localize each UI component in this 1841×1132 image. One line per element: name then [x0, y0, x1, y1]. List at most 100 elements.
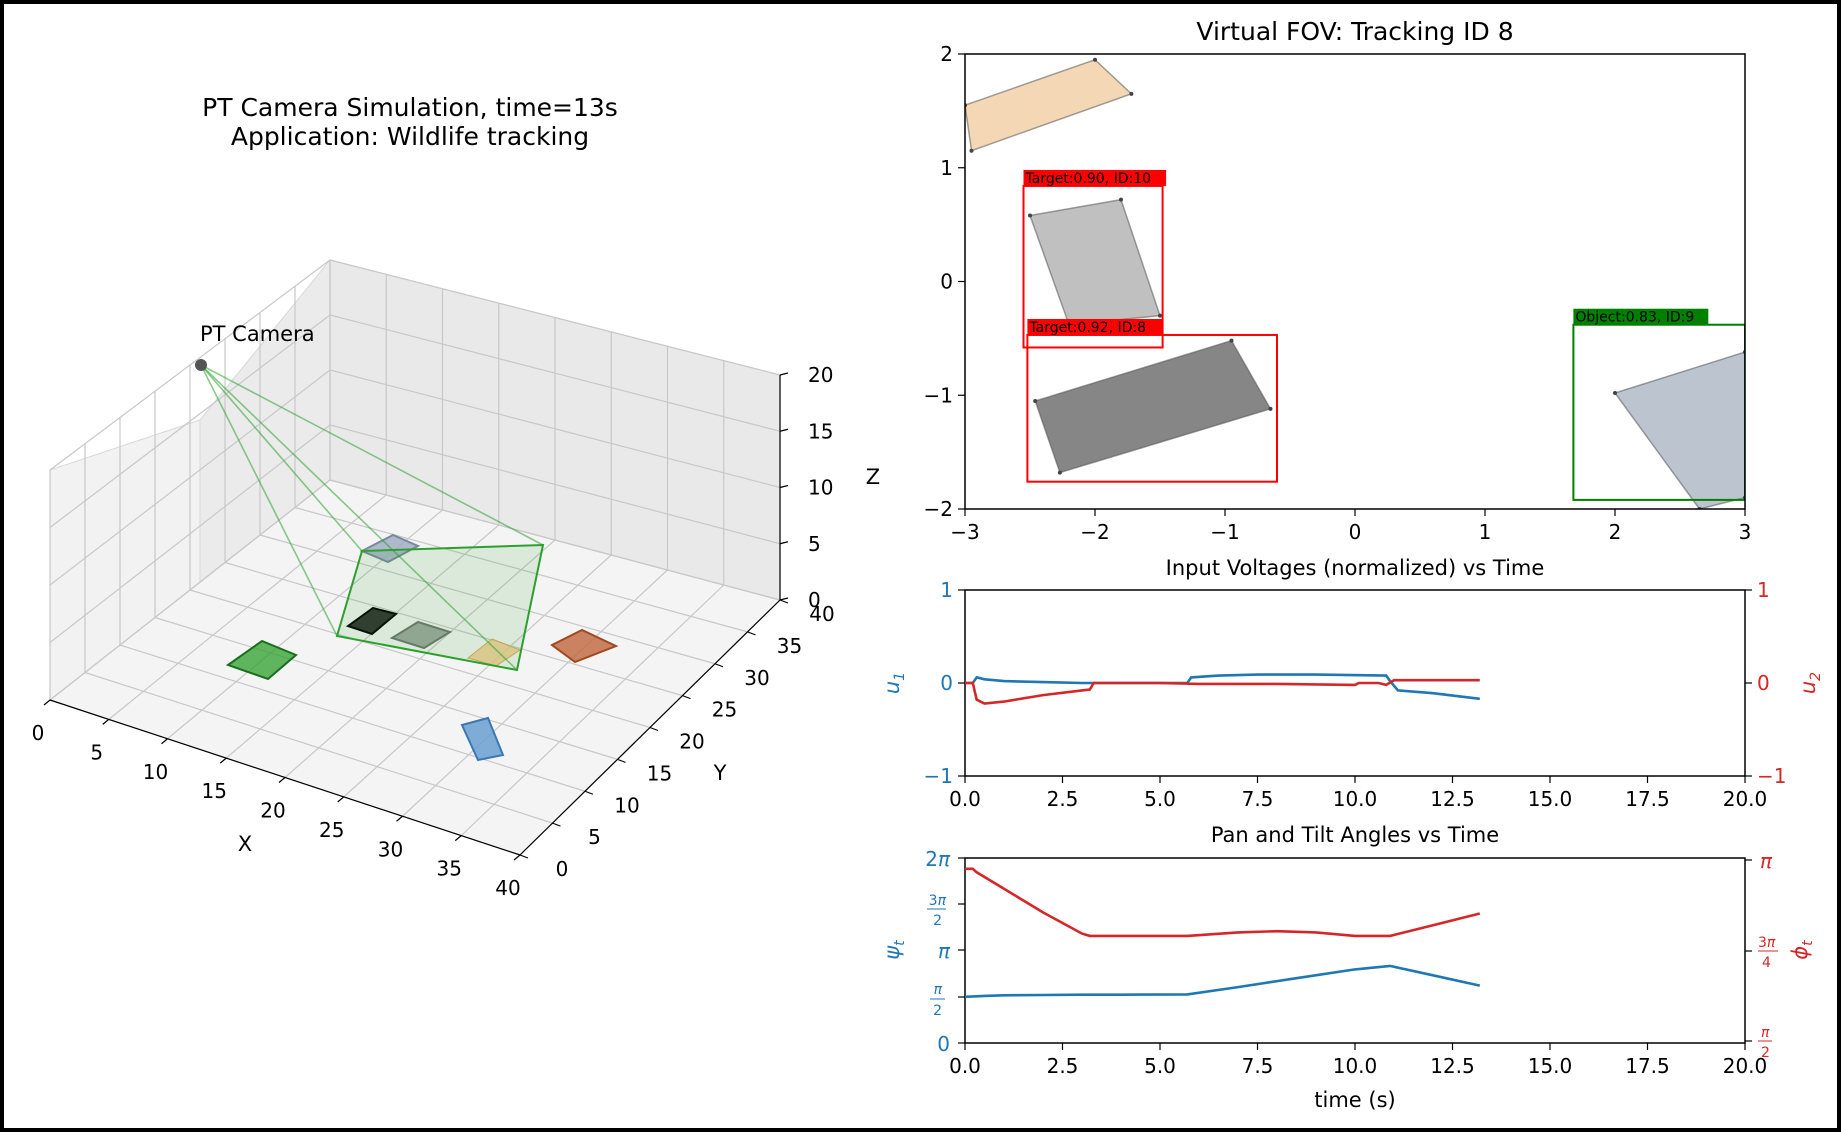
- angle-right-ticks: π 3π 4 π 2: [1745, 849, 1778, 1061]
- y-tick-label: 5: [588, 825, 601, 849]
- x-axis-label: X: [238, 832, 252, 856]
- ground-object-gray: [389, 620, 453, 650]
- y-tick-mark: [649, 726, 659, 732]
- fov-object: [1034, 339, 1272, 474]
- angle-left-tick-pi: π: [938, 939, 951, 963]
- z-tick-mark: [779, 597, 789, 601]
- grid-wall-z-line: [49, 259, 331, 471]
- voltage-left-tick-label: 1: [940, 578, 953, 602]
- grid-floor-y-line: [154, 616, 618, 760]
- y-tick-label: 40: [809, 602, 834, 626]
- time-x-tick-label: 17.5: [1625, 1054, 1670, 1078]
- fov-y-tick-label: −1: [924, 383, 953, 407]
- fov-object-vertex: [1158, 313, 1162, 318]
- time-x-tick-label: 0.0: [949, 787, 981, 811]
- time-x-tick-label: 5.0: [1144, 787, 1176, 811]
- fov-object-vertex: [1268, 406, 1273, 411]
- grid-back-z-line: [329, 424, 781, 545]
- x-tick-label: 25: [319, 818, 344, 842]
- series-line-left: [964, 964, 1481, 999]
- z-axis-label: Z: [866, 465, 880, 489]
- x-tick-mark: [454, 835, 462, 842]
- x-tick-mark: [43, 699, 51, 706]
- grid-back-z-line: [329, 369, 781, 489]
- fov-object: [1613, 351, 1745, 509]
- voltage-y-ticks: −1 0 1 −1 0 1: [924, 578, 1787, 788]
- grid-floor-y-line: [119, 644, 586, 792]
- fov-object-vertex: [1093, 57, 1097, 62]
- x-tick-mark: [102, 718, 110, 725]
- angle-title: Pan and Tilt Angles vs Time: [1211, 823, 1499, 847]
- angle-phi-label: ϕt: [1788, 940, 1816, 960]
- x-tick-label: 20: [260, 799, 285, 823]
- time-x-tick-label: 20.0: [1723, 787, 1768, 811]
- voltage-lines: [965, 673, 1480, 705]
- fov-bbox-label-bg: [1023, 169, 1167, 186]
- y-tick-mark: [682, 695, 691, 700]
- fov-x-tick-label: 2: [1609, 520, 1622, 544]
- angle-left-tick-2pi: 2π: [925, 847, 951, 871]
- fov-plot-area: Target:0.90, ID:10 Target:0.92, ID:8 Objec…: [965, 57, 1745, 509]
- angle-psi-label: ψt: [880, 940, 908, 960]
- pt-camera-label: PT Camera: [200, 322, 315, 346]
- x-tick-mark: [278, 777, 286, 783]
- fov-x-tick-label: −1: [1210, 520, 1239, 544]
- x-tick-label: 35: [437, 857, 462, 881]
- angle-lines: [964, 867, 1481, 999]
- x-tick-label: 15: [202, 779, 227, 803]
- voltage-right-tick-label: 0: [1757, 671, 1770, 695]
- y-tick-mark: [779, 599, 789, 604]
- fov-bbox-label-bg: [1573, 308, 1709, 325]
- fov-bbox-label: Target:0.90, ID:10: [1025, 171, 1152, 187]
- fov-object-vertex: [1613, 390, 1617, 395]
- time-x-tick-label: 7.5: [1242, 787, 1274, 811]
- fov-object-vertex: [969, 148, 974, 153]
- fov-y-tick-label: 2: [940, 42, 953, 66]
- x-axis-ticks: 0 5 10 15 20 25 30 35 40: [32, 699, 521, 900]
- voltage-title: Input Voltages (normalized) vs Time: [1166, 556, 1545, 580]
- x-tick-mark: [513, 854, 521, 861]
- x-tick-mark: [161, 738, 168, 745]
- angle-right-tick-3pi4-num: 3π: [1758, 935, 1776, 951]
- time-x-tick-label: 20.0: [1723, 1054, 1768, 1078]
- z-tick-mark: [779, 541, 789, 545]
- fov-y-tick-label: 1: [940, 156, 953, 180]
- x-tick-label: 30: [378, 837, 403, 861]
- x-tick-label: 40: [495, 876, 520, 900]
- voltage-right-tick-label: −1: [1757, 764, 1786, 788]
- voltage-right-tick-label: 1: [1757, 578, 1770, 602]
- voltage-panel: Input Voltages (normalized) vs Time 0.0 2…: [880, 556, 1824, 811]
- fov-bbox-label-bg: [1027, 318, 1163, 335]
- z-axis-ticks: 0 5 10 15 20: [779, 363, 833, 612]
- y-tick-label: 35: [777, 634, 802, 658]
- voltage-left-tick-label: −1: [924, 764, 953, 788]
- fov-bbox-label: Target:0.92, ID:8: [1028, 320, 1146, 336]
- voltage-u2-label: u2: [1796, 672, 1824, 694]
- y-tick-mark: [584, 790, 594, 795]
- fov-y-tick-label: −2: [924, 497, 953, 521]
- fov-x-tick-label: 1: [1479, 520, 1492, 544]
- z-tick-label: 15: [808, 419, 833, 443]
- y-tick-label: 30: [744, 666, 769, 690]
- ground-object-orange: [550, 628, 619, 664]
- fov-object-vertex: [1033, 398, 1038, 403]
- grid-floor-y-line: [189, 589, 651, 729]
- fov-objects: [965, 57, 1745, 509]
- x-tick-mark: [337, 796, 345, 803]
- grid-floor-y-line: [224, 561, 683, 697]
- time-x-tick-label: 0.0: [949, 1054, 981, 1078]
- z-tick-mark: [779, 484, 789, 489]
- angle-right-tick-pi: π: [1760, 849, 1773, 873]
- voltage-x-ticks: 0.0 2.5 5.0 7.5 10.0 12.5 15.0 17.5 20.0: [949, 776, 1767, 811]
- x-tick-label: 5: [90, 740, 103, 764]
- ground-object-blue: [460, 716, 505, 762]
- voltage-u1-label: u1: [880, 672, 908, 694]
- voltage-left-tick-label: 0: [940, 671, 953, 695]
- figure-svg: PT Camera Simulation, time=13s Applicati…: [32, 17, 1824, 1112]
- angle-x-axis-label: time (s): [1314, 1088, 1395, 1112]
- fov-object-vertex: [1028, 213, 1032, 218]
- time-x-tick-label: 2.5: [1047, 787, 1079, 811]
- fov-object-vertex: [1129, 91, 1134, 96]
- fov-x-tick-label: −2: [1080, 520, 1109, 544]
